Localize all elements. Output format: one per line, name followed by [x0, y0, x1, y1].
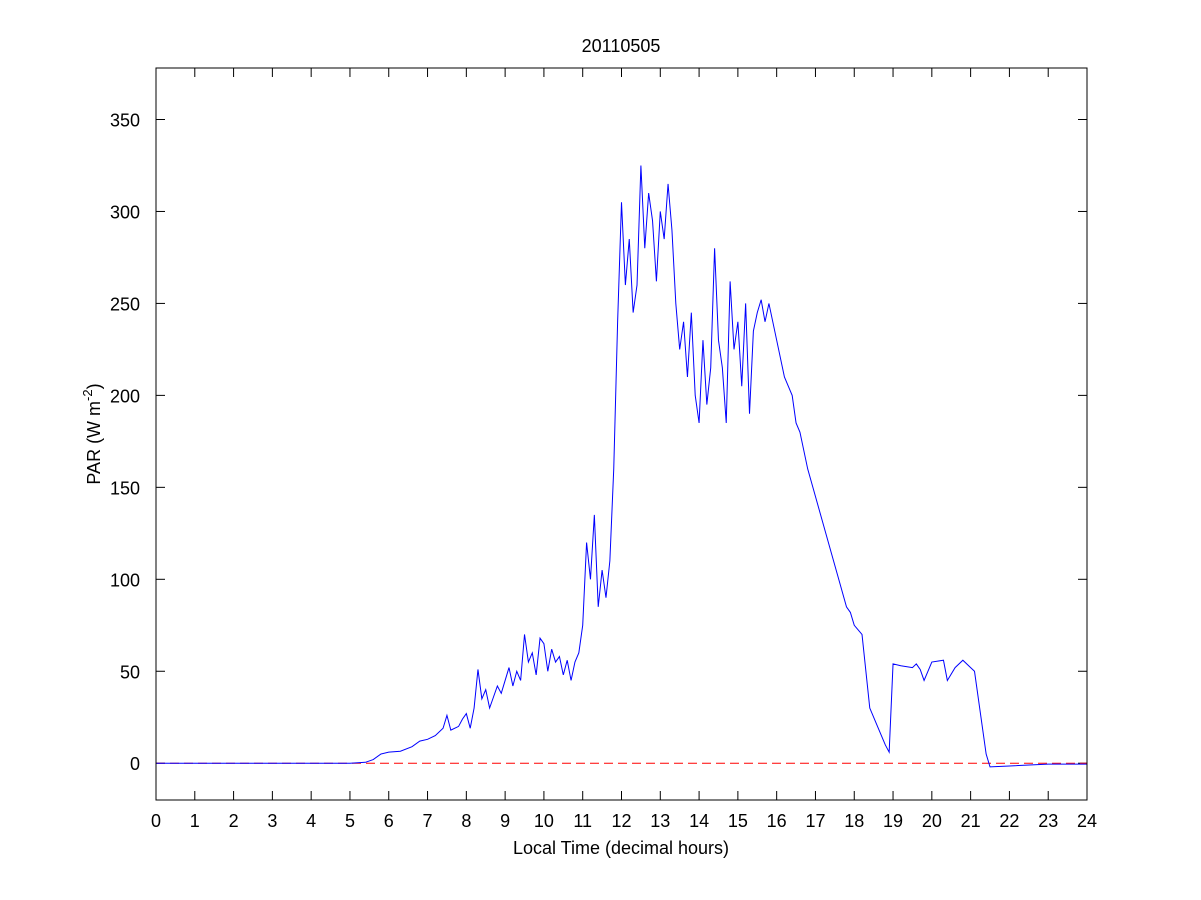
y-tick-label: 250	[110, 294, 140, 314]
x-tick-label: 16	[767, 811, 787, 831]
x-tick-label: 2	[229, 811, 239, 831]
x-tick-label: 8	[461, 811, 471, 831]
y-tick-label: 350	[110, 110, 140, 130]
x-tick-label: 22	[999, 811, 1019, 831]
y-label-text: PAR (W m	[84, 401, 104, 485]
x-tick-label: 1	[190, 811, 200, 831]
x-tick-label: 7	[423, 811, 433, 831]
x-tick-label: 23	[1038, 811, 1058, 831]
y-tick-label: 100	[110, 570, 140, 590]
x-tick-label: 12	[611, 811, 631, 831]
x-tick-label: 0	[151, 811, 161, 831]
x-tick-label: 15	[728, 811, 748, 831]
x-tick-label: 10	[534, 811, 554, 831]
y-tick-label: 300	[110, 202, 140, 222]
x-tick-label: 19	[883, 811, 903, 831]
x-tick-label: 11	[573, 811, 592, 831]
x-tick-label: 6	[384, 811, 394, 831]
y-tick-label: 200	[110, 386, 140, 406]
x-axis-label: Local Time (decimal hours)	[513, 838, 729, 858]
x-tick-label: 18	[844, 811, 864, 831]
x-tick-label: 24	[1077, 811, 1097, 831]
plot-area	[156, 68, 1087, 800]
x-tick-label: 4	[306, 811, 316, 831]
y-label-suffix: )	[84, 383, 104, 389]
x-tick-label: 3	[267, 811, 277, 831]
x-tick-label: 21	[961, 811, 981, 831]
y-label-superscript: -2	[80, 389, 95, 401]
x-tick-label: 9	[500, 811, 510, 831]
data-line	[156, 165, 1087, 768]
x-tick-label: 13	[650, 811, 670, 831]
y-axis-label: PAR (W m-2)	[80, 383, 104, 484]
x-tick-label: 14	[689, 811, 709, 831]
x-tick-label: 17	[805, 811, 825, 831]
y-tick-label: 0	[130, 754, 140, 774]
y-tick-label: 50	[120, 662, 140, 682]
x-tick-label: 5	[345, 811, 355, 831]
x-tick-label: 20	[922, 811, 942, 831]
axes-box	[155, 67, 1088, 801]
y-tick-label: 150	[110, 478, 140, 498]
chart-title: 20110505	[582, 36, 661, 56]
